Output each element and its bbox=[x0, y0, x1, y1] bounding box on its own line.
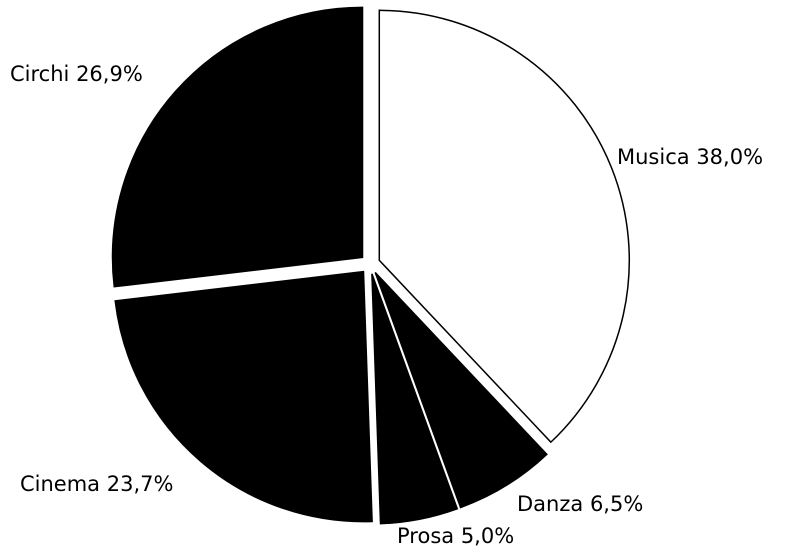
slice-category: Danza bbox=[517, 492, 583, 516]
slice-category: Circhi bbox=[10, 62, 69, 86]
slice-value: 26,9% bbox=[76, 62, 143, 86]
slice-label: Cinema 23,7% bbox=[20, 472, 173, 496]
slice-category: Cinema bbox=[20, 472, 100, 496]
slice-label: Danza 6,5% bbox=[517, 492, 643, 516]
slice-label: Prosa 5,0% bbox=[397, 524, 514, 548]
slice-value: 5,0% bbox=[461, 524, 514, 548]
pie-slice bbox=[111, 6, 364, 288]
slice-value: 6,5% bbox=[590, 492, 643, 516]
slice-value: 38,0% bbox=[696, 145, 763, 169]
slice-category: Musica bbox=[617, 145, 690, 169]
slice-category: Prosa bbox=[397, 524, 454, 548]
pie-slice bbox=[378, 9, 631, 444]
slice-label: Circhi 26,9% bbox=[10, 62, 143, 86]
pie-slice bbox=[371, 273, 459, 525]
slice-value: 23,7% bbox=[107, 472, 174, 496]
slice-label: Musica 38,0% bbox=[617, 145, 763, 169]
pie-slice bbox=[114, 270, 373, 523]
pie-slice bbox=[374, 271, 548, 509]
